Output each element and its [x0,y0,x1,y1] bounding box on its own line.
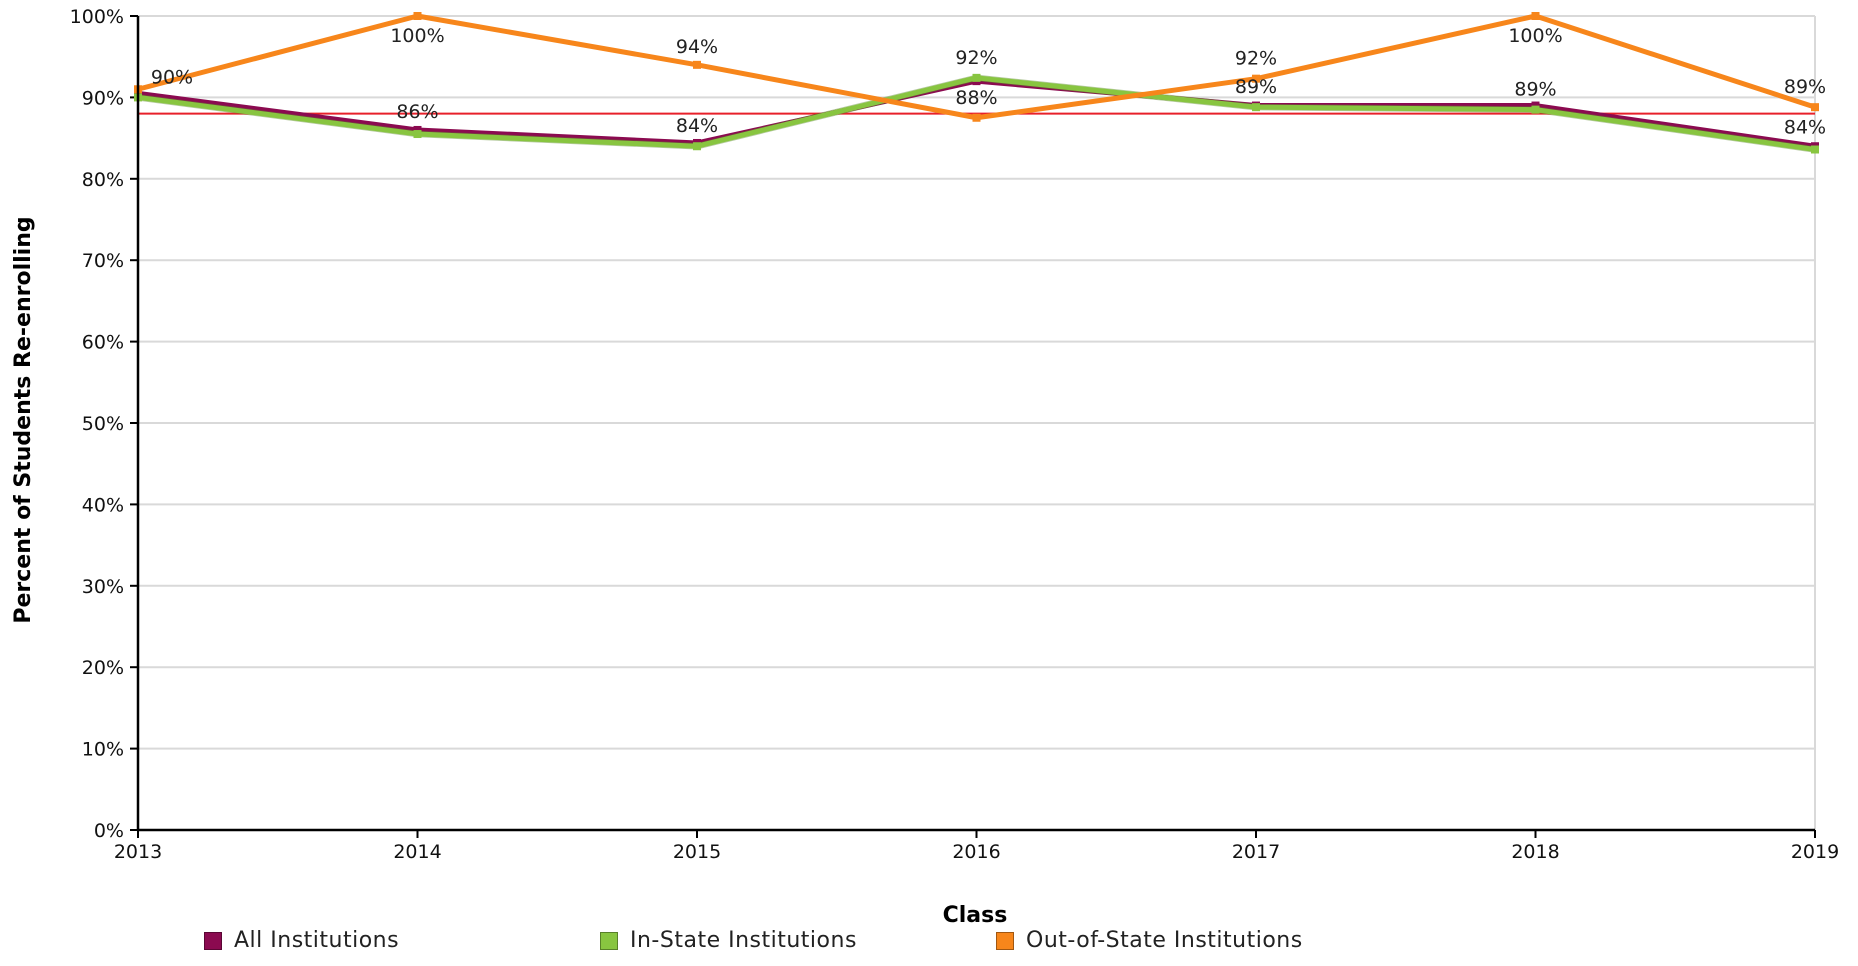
x-tick-label: 2017 [1232,841,1280,863]
data-label: 89% [1514,79,1556,101]
data-label: 90% [151,66,193,88]
data-label: 86% [396,101,438,123]
data-point [972,73,981,82]
y-tick-label: 50% [82,413,124,435]
gridlines [138,15,1816,830]
data-label: 100% [1508,25,1562,47]
data-point [413,130,422,139]
data-point [693,60,701,69]
data-point [972,113,981,122]
y-tick-label: 30% [82,576,124,598]
axes [136,16,1815,832]
data-point [1252,74,1260,83]
legend-swatch [600,931,618,950]
x-tick-label: 2016 [952,841,1000,863]
data-point [1811,145,1819,154]
legend-item-all-institutions[interactable]: All Institutions [204,928,399,953]
y-tick-label: 10% [82,739,124,761]
data-point [413,125,422,134]
legend-swatch [204,931,222,950]
y-tick-label: 70% [82,250,124,272]
legend-label: Out-of-State Institutions [1026,928,1303,953]
y-tick-label: 90% [82,87,124,109]
y-tick-label: 80% [82,169,124,191]
data-label: 92% [1235,48,1277,70]
data-label: 100% [390,25,444,47]
y-tick-label: 100% [70,6,124,28]
data-label: 94% [676,36,718,58]
data-point [413,12,422,20]
data-point [1531,101,1540,110]
legend-item-in-state-institutions[interactable]: In-State Institutions [600,928,857,953]
data-point [693,142,701,151]
legend-item-out-of-state-institutions[interactable]: Out-of-State Institutions [996,928,1303,953]
data-label: 88% [955,87,997,109]
data-point [1531,12,1540,20]
x-tick-label: 2019 [1791,841,1839,863]
legend: All Institutions In-State Institutions O… [0,928,1858,962]
y-tick-label: 40% [82,494,124,516]
data-label: 89% [1235,76,1277,98]
data-point [1252,103,1260,112]
data-point [1811,103,1819,112]
y-tick-label: 60% [82,332,124,354]
x-axis-ticks: 2013 2014 2015 2016 2017 2018 2019 [114,830,1839,863]
data-label: 92% [955,47,997,69]
y-axis-title: Percent of Students Re-enrolling [11,216,36,623]
data-labels: 86% 84% 92% 89% 89% 84% 90% 100% 94% 88% 92% 100% 89… [151,25,1826,138]
series-group [134,12,1819,154]
y-tick-label: 0% [94,820,124,842]
data-label: 89% [1784,76,1826,98]
legend-label: All Institutions [234,928,400,953]
legend-label: In-State Institutions [630,928,857,953]
data-label: 84% [676,115,718,137]
legend-swatch [996,931,1014,950]
x-tick-label: 2014 [393,841,441,863]
x-axis-title: Class [943,903,1008,928]
x-tick-label: 2018 [1511,841,1559,863]
x-tick-label: 2013 [114,841,162,863]
y-tick-label: 20% [82,657,124,679]
data-label: 84% [1784,116,1826,138]
y-axis-ticks: 0% 10% 20% 30% 40% 50% 60% 70% 80% 90% 100% [70,6,138,842]
x-tick-label: 2015 [673,841,721,863]
data-point [1531,105,1540,114]
